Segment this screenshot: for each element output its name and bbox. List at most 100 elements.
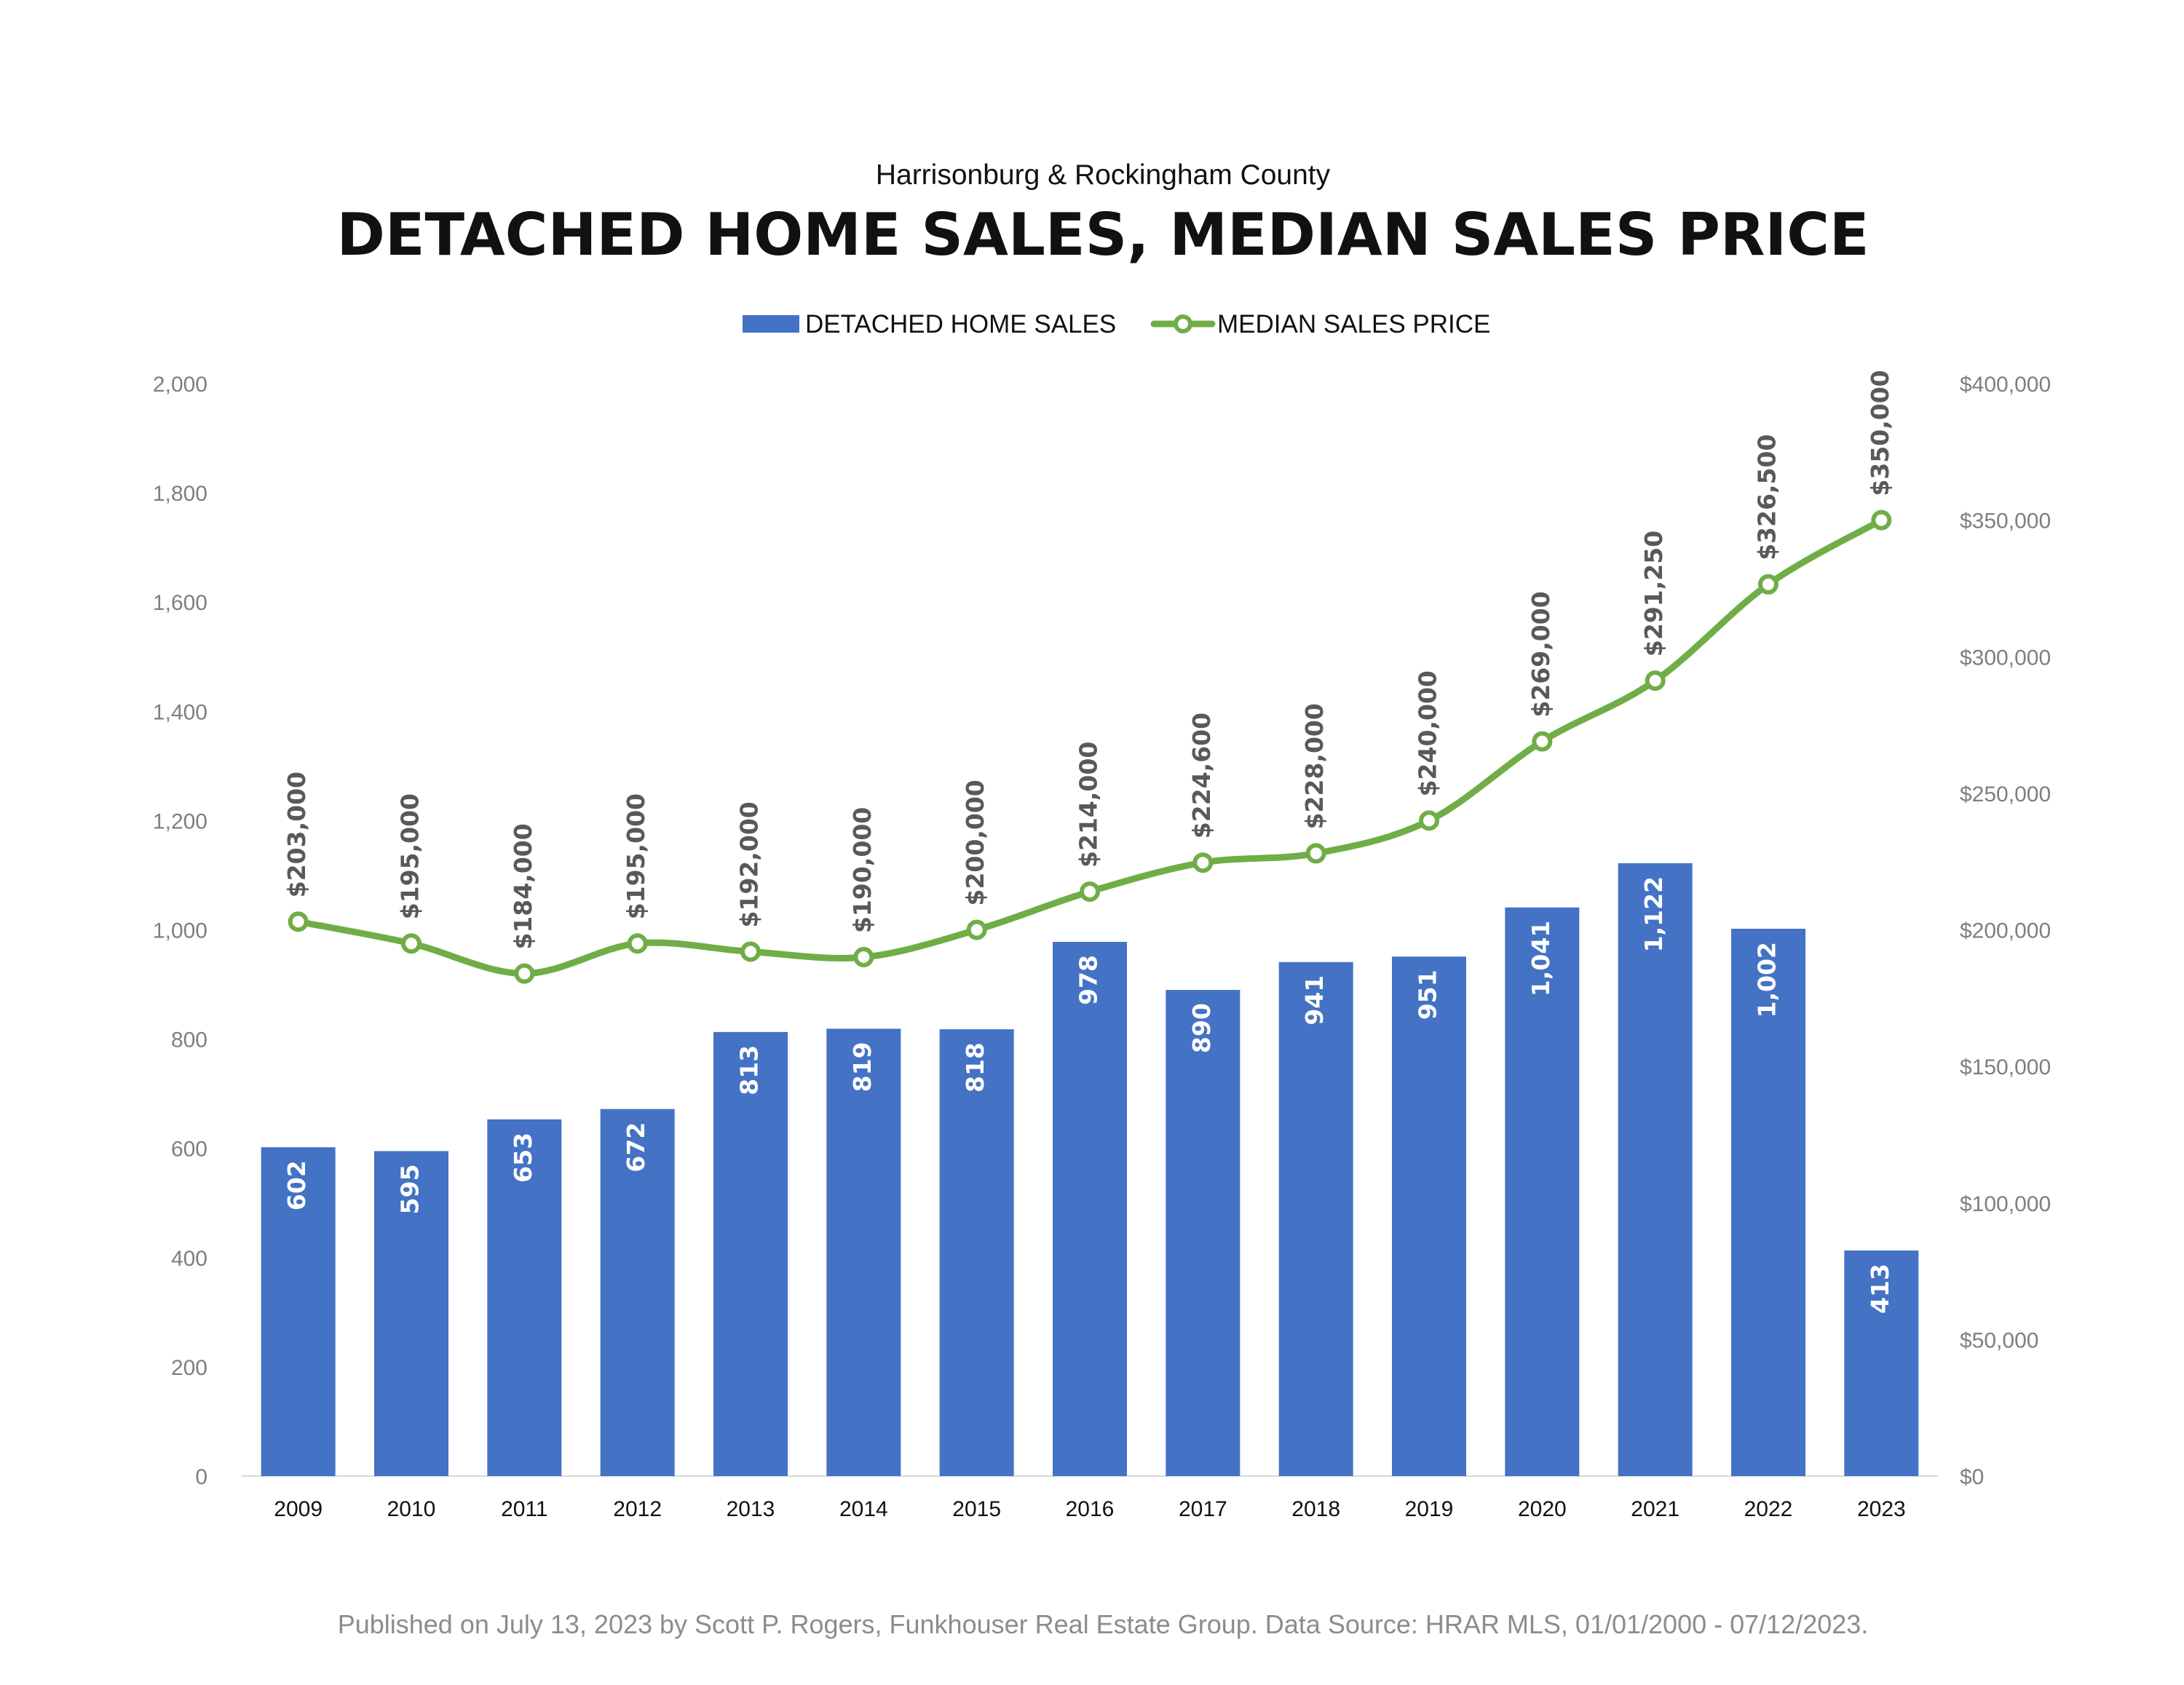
left-axis-tick-label: 1,200	[153, 809, 207, 833]
line-point	[1305, 843, 1326, 864]
bar	[939, 1029, 1014, 1476]
legend-bar-label: DETACHED HOME SALES	[805, 310, 1116, 338]
bar-series	[261, 863, 1919, 1476]
x-axis-tick-label: 2012	[613, 1497, 662, 1521]
line-point-label: $224,600	[1187, 713, 1216, 838]
bar	[1166, 990, 1241, 1476]
bar	[1278, 962, 1353, 1476]
x-axis-tick-label: 2023	[1857, 1497, 1906, 1521]
x-axis: 2009 2010 2011 2012 2013 2014 2015 2016 2017 2018…	[274, 1497, 1905, 1521]
left-axis-tick-label: 800	[171, 1028, 207, 1052]
right-axis-tick-label: $150,000	[1960, 1055, 2051, 1079]
bar	[261, 1147, 336, 1476]
line-point-label: $184,000	[509, 823, 537, 949]
bar	[713, 1031, 788, 1476]
bar	[1053, 942, 1127, 1476]
left-axis-tick-label: 0	[195, 1465, 207, 1489]
bar	[600, 1109, 675, 1476]
line-point	[966, 919, 987, 940]
bar-value-label: 1,002	[1753, 942, 1781, 1018]
chart-subtitle: Harrisonburg & Rockingham County	[876, 159, 1331, 191]
line-point-label: $214,000	[1075, 742, 1103, 868]
bar-value-label: 819	[848, 1042, 877, 1092]
bar-value-label: 951	[1414, 970, 1442, 1020]
median-price-line	[295, 517, 1885, 978]
footer-note: Published on July 13, 2023 by Scott P. R…	[338, 1609, 1869, 1639]
bar	[1731, 928, 1805, 1476]
line-point-label: $195,000	[396, 793, 424, 919]
line-point	[1419, 810, 1439, 831]
left-axis-tick-label: 1,800	[153, 482, 207, 506]
bar-value-label: 818	[961, 1042, 989, 1093]
x-axis-tick-label: 2013	[727, 1497, 775, 1521]
left-axis-tick-label: 1,400	[153, 700, 207, 724]
left-axis-tick-label: 2,000	[153, 373, 207, 397]
bar	[826, 1028, 901, 1476]
left-axis: 0 200 400 600 800 1,000 1,200 1,400 1,600 1,800 2,…	[153, 373, 207, 1489]
bar	[1844, 1250, 1919, 1476]
line-point	[1758, 574, 1779, 595]
right-axis-tick-label: $200,000	[1960, 919, 2051, 943]
line-point	[740, 941, 761, 962]
left-axis-tick-label: 200	[171, 1356, 207, 1380]
line-point-label: $350,000	[1866, 370, 1894, 496]
line-point	[401, 933, 422, 954]
left-axis-tick-label: 1,600	[153, 591, 207, 615]
x-axis-tick-label: 2009	[274, 1497, 323, 1521]
x-axis-tick-label: 2016	[1066, 1497, 1115, 1521]
bar-value-label: 890	[1187, 1003, 1216, 1053]
line-point-label: $200,000	[961, 780, 989, 905]
line-point	[1871, 510, 1892, 531]
right-axis-tick-label: $400,000	[1960, 373, 2051, 397]
bar-value-label: 1,041	[1527, 921, 1555, 996]
left-axis-tick-label: 600	[171, 1138, 207, 1162]
legend-bar-swatch	[743, 315, 799, 333]
right-axis-tick-label: $0	[1960, 1465, 1984, 1489]
right-axis-tick-label: $350,000	[1960, 510, 2051, 534]
line-point	[1645, 670, 1666, 691]
line-point-label: $269,000	[1527, 591, 1555, 717]
bar-value-label: 813	[735, 1045, 764, 1095]
line-point	[1080, 881, 1100, 902]
line-point	[1192, 852, 1214, 873]
line-point-label: $190,000	[848, 807, 877, 933]
line-point-label: $228,000	[1300, 703, 1329, 829]
bar	[1618, 863, 1693, 1476]
right-axis-tick-label: $300,000	[1960, 646, 2051, 670]
x-axis-tick-label: 2019	[1405, 1497, 1454, 1521]
legend-line-label: MEDIAN SALES PRICE	[1217, 310, 1490, 338]
left-axis-tick-label: 1,000	[153, 919, 207, 943]
line-point	[288, 911, 309, 932]
line-point	[514, 963, 535, 984]
right-axis: $0 $50,000 $100,000 $150,000 $200,000 $250,00…	[1960, 373, 2051, 1489]
bar-value-label: 413	[1866, 1264, 1894, 1314]
line-point	[1532, 731, 1553, 752]
bar-value-label: 1,122	[1639, 876, 1668, 952]
x-axis-tick-label: 2014	[839, 1497, 888, 1521]
x-axis-tick-label: 2018	[1291, 1497, 1340, 1521]
bar	[374, 1151, 448, 1476]
x-axis-tick-label: 2011	[501, 1497, 548, 1521]
bar	[1392, 956, 1466, 1476]
x-axis-tick-label: 2010	[387, 1497, 436, 1521]
line-point-label: $192,000	[735, 801, 764, 927]
x-axis-tick-label: 2022	[1744, 1497, 1793, 1521]
bar-value-label: 672	[622, 1122, 650, 1173]
legend: DETACHED HOME SALES MEDIAN SALES PRICE	[743, 310, 1490, 338]
x-axis-tick-label: 2017	[1179, 1497, 1227, 1521]
bar	[1505, 907, 1580, 1476]
line-point	[627, 933, 648, 954]
right-axis-tick-label: $100,000	[1960, 1192, 2051, 1216]
left-axis-tick-label: 400	[171, 1247, 207, 1271]
line-point-label: $203,000	[282, 772, 311, 897]
line-point-label: $195,000	[622, 793, 650, 919]
line-point-label: $291,250	[1639, 531, 1668, 657]
line-point	[853, 947, 874, 968]
bar-value-label: 978	[1075, 955, 1103, 1005]
x-axis-tick-label: 2020	[1518, 1497, 1567, 1521]
bar-value-label: 602	[282, 1160, 311, 1210]
bar-value-label: 941	[1300, 975, 1329, 1026]
point-labels: $203,000 $195,000 $184,000 $195,000 $192,000…	[282, 370, 1894, 949]
x-axis-tick-label: 2015	[952, 1497, 1001, 1521]
